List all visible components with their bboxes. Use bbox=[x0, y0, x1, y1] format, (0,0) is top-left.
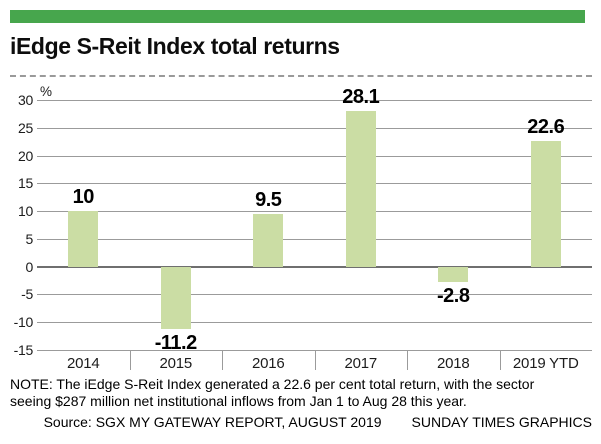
bar bbox=[530, 141, 561, 267]
gridline bbox=[37, 294, 592, 296]
gridline bbox=[37, 100, 592, 101]
bar bbox=[345, 110, 376, 267]
source-row: Source: SGX MY GATEWAY REPORT, AUGUST 20… bbox=[44, 414, 592, 430]
x-axis-label: 2017 bbox=[344, 355, 378, 372]
title-divider bbox=[10, 75, 592, 77]
chart-title: iEdge S-Reit Index total returns bbox=[10, 33, 340, 59]
x-axis-label: 2015 bbox=[159, 355, 193, 372]
gridline bbox=[37, 155, 592, 157]
x-axis-separator bbox=[407, 350, 408, 370]
footnote-line-1: NOTE: The iEdge S-Reit Index generated a… bbox=[10, 376, 535, 392]
gridline bbox=[37, 238, 592, 240]
bar bbox=[253, 213, 284, 267]
gridline bbox=[37, 211, 592, 213]
y-axis-unit-label: % bbox=[40, 84, 53, 99]
gridline bbox=[37, 127, 592, 129]
bar-value-label: -11.2 bbox=[154, 331, 197, 354]
bar-value-label: -2.8 bbox=[437, 285, 470, 308]
x-axis-separator bbox=[129, 350, 131, 370]
y-axis-tick-label: 20 bbox=[18, 147, 33, 164]
y-axis-tick-label: 0 bbox=[25, 258, 34, 275]
y-axis-tick-label: 30 bbox=[18, 92, 33, 108]
credit-label: SUNDAY TIMES GRAPHICS bbox=[411, 414, 592, 430]
x-axis-label: 2016 bbox=[251, 355, 285, 372]
y-axis-tick-label: 15 bbox=[18, 175, 33, 192]
y-axis-tick-label: -5 bbox=[21, 286, 33, 303]
x-axis-label: 2019 YTD bbox=[512, 355, 579, 372]
bar-value-label: 28.1 bbox=[342, 85, 380, 108]
x-axis-label: 2014 bbox=[66, 355, 100, 372]
source-label: Source: SGX MY GATEWAY REPORT, AUGUST 20… bbox=[43, 414, 382, 430]
footnote-line-2: seeing $287 million net institutional in… bbox=[10, 392, 467, 409]
x-axis-separator bbox=[222, 350, 223, 370]
bar-value-label: 22.6 bbox=[527, 116, 565, 139]
gridline bbox=[37, 322, 592, 324]
accent-bar bbox=[10, 10, 585, 23]
y-axis-tick-label: 10 bbox=[18, 203, 33, 220]
x-axis-separator bbox=[499, 350, 501, 370]
bar bbox=[438, 266, 469, 283]
zero-gridline bbox=[37, 265, 592, 268]
y-axis-tick-label: -15 bbox=[13, 342, 34, 358]
gridline bbox=[37, 183, 592, 185]
bar-value-label: 10 bbox=[72, 186, 95, 209]
x-axis-label: 2018 bbox=[436, 355, 470, 372]
y-axis-tick-label: 5 bbox=[25, 230, 34, 247]
bar bbox=[160, 266, 191, 329]
y-axis-tick-label: 25 bbox=[18, 119, 33, 136]
footnote: NOTE: The iEdge S-Reit Index generated a… bbox=[10, 376, 592, 409]
bar bbox=[68, 211, 99, 267]
x-axis-separator bbox=[314, 350, 316, 370]
y-axis-tick-label: -10 bbox=[13, 314, 34, 331]
bar-value-label: 9.5 bbox=[255, 188, 282, 211]
